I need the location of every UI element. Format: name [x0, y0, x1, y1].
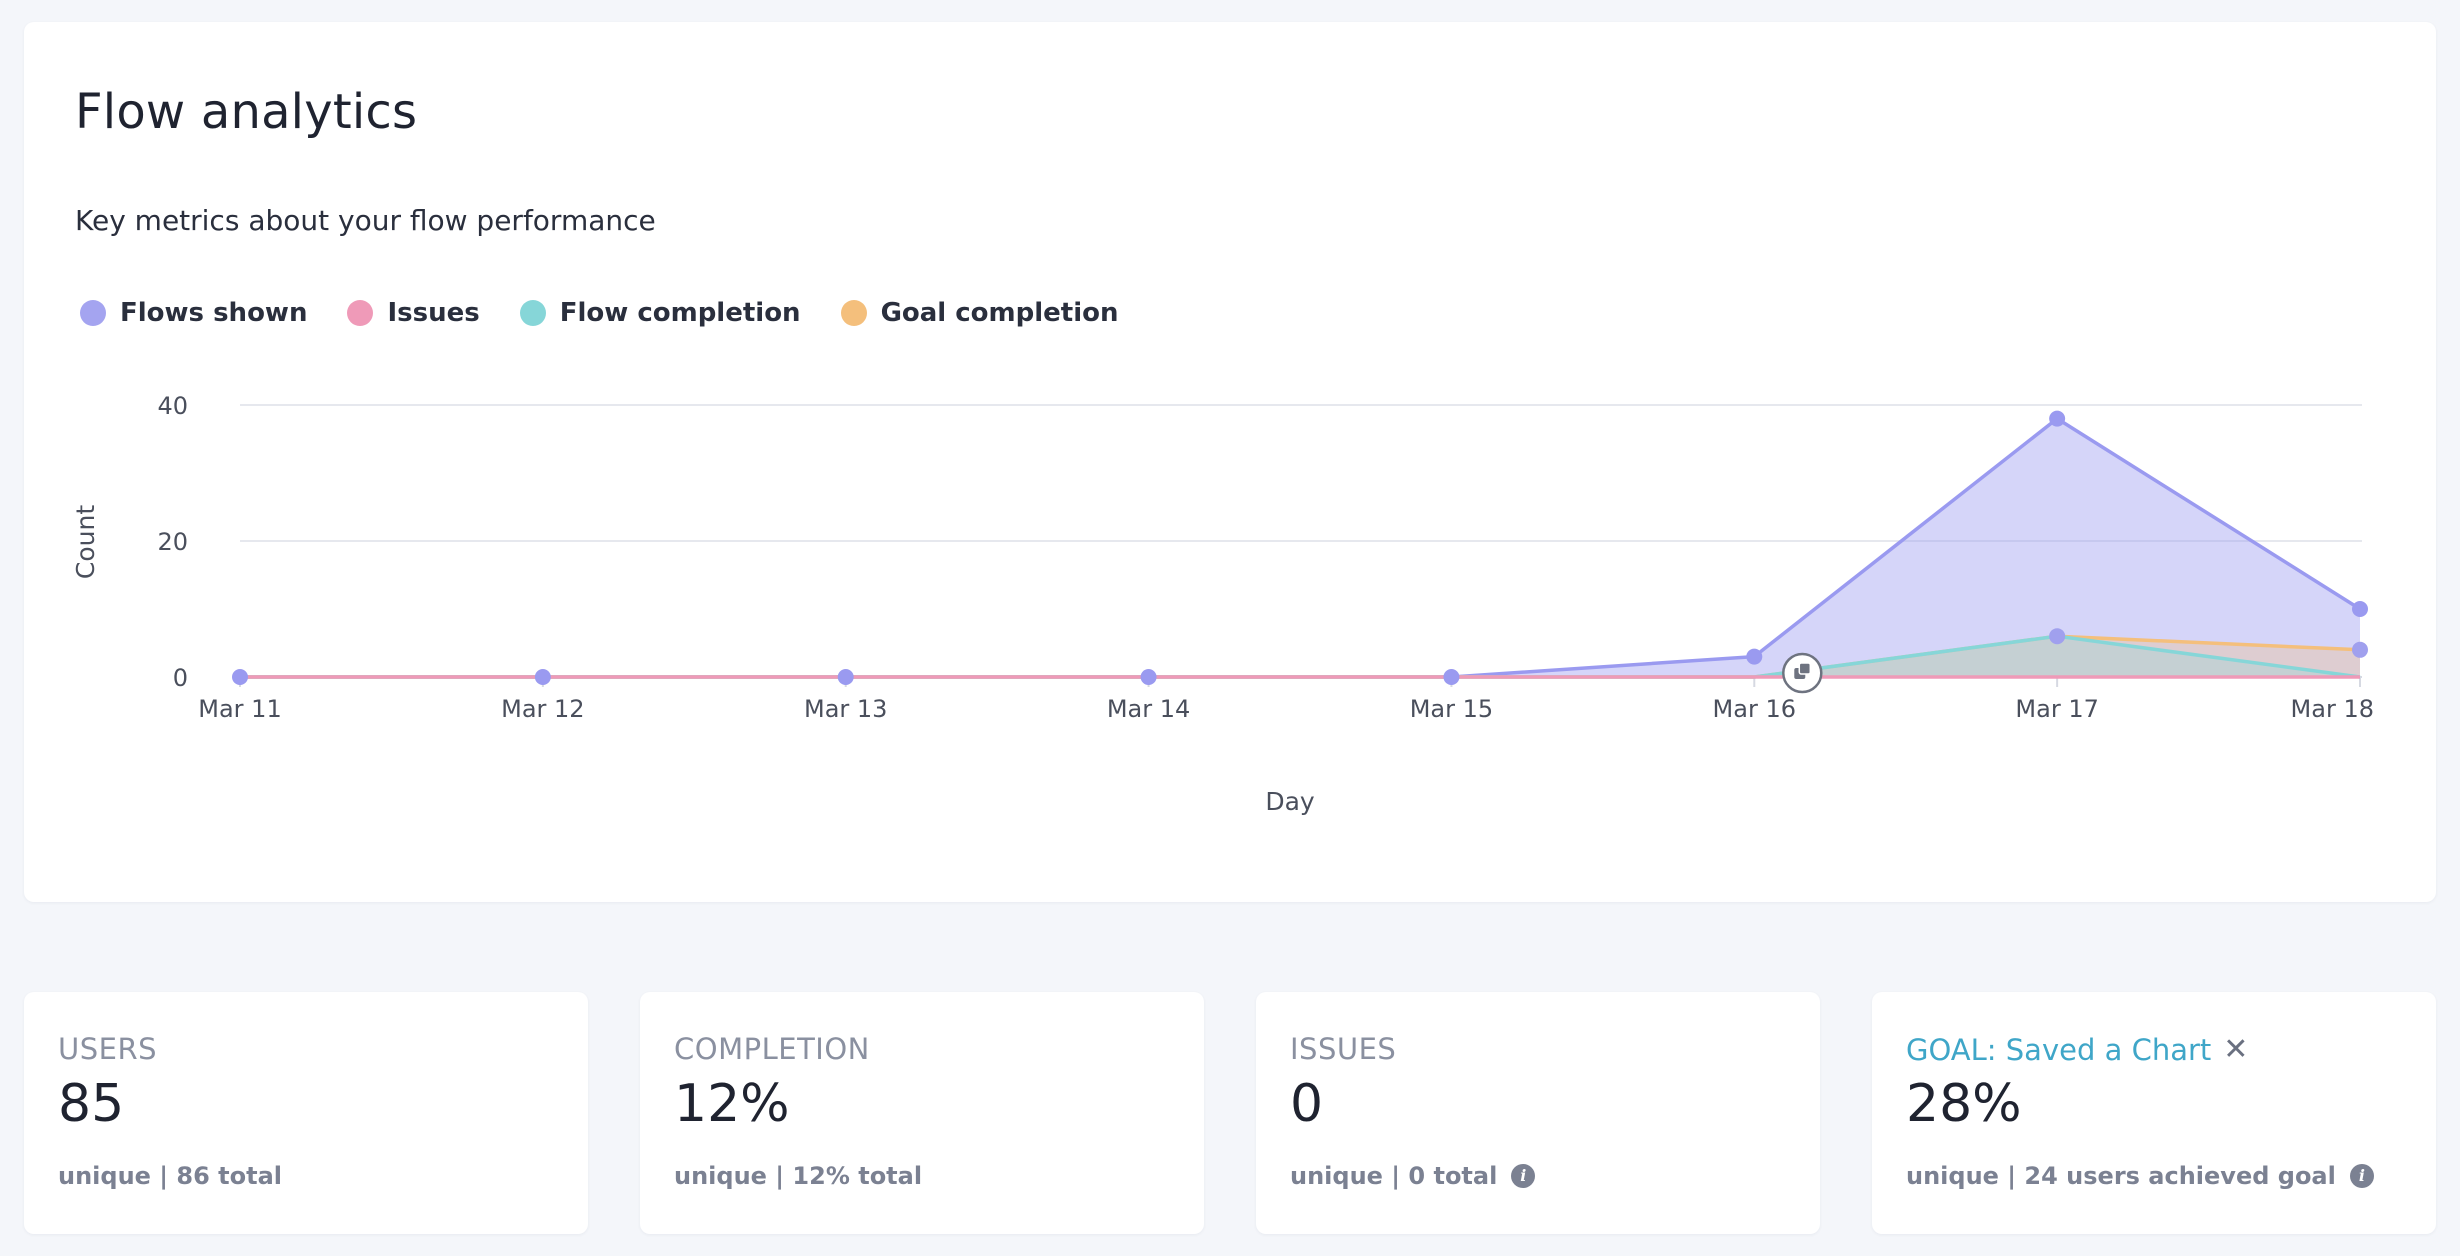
legend-swatch-issues — [347, 300, 374, 326]
info-icon[interactable]: i — [1511, 1164, 1536, 1188]
stat-foot-issues-text: unique | 0 total — [1290, 1162, 1498, 1190]
close-icon[interactable]: ✕ — [2223, 1032, 2249, 1067]
legend-label: Issues — [387, 298, 480, 328]
legend-item-goal-completion[interactable]: Goal completion — [840, 298, 1119, 328]
point-flows-shown — [534, 669, 551, 685]
x-tick-label: Mar 15 — [1410, 695, 1493, 723]
point-goal-completion — [2049, 628, 2066, 645]
legend-item-flows-shown[interactable]: Flows shown — [80, 298, 307, 328]
page-title: Flow analytics — [75, 84, 418, 140]
legend-swatch-flow-completion — [519, 300, 546, 326]
stat-foot-users: unique | 86 total — [58, 1162, 282, 1190]
legend-label: Flow completion — [559, 298, 801, 328]
legend-item-issues[interactable]: Issues — [347, 298, 480, 328]
stat-foot-completion-text: unique | 12% total — [674, 1162, 923, 1190]
stat-card-issues: ISSUES 0 unique | 0 total i — [1256, 992, 1820, 1234]
legend-swatch-goal-completion — [840, 300, 867, 326]
point-flows-shown — [1140, 669, 1157, 685]
info-icon[interactable]: i — [2349, 1164, 2374, 1188]
stat-label-issues: ISSUES — [1290, 1032, 1397, 1066]
legend-label: Goal completion — [880, 298, 1119, 328]
chart-legend: Flows shown Issues Flow completion Goal … — [80, 298, 1159, 328]
y-tick-label: 20 — [157, 528, 188, 556]
x-tick-label: Mar 16 — [1713, 695, 1796, 723]
stat-value-users: 85 — [58, 1074, 125, 1134]
point-flows-shown — [2049, 410, 2066, 427]
stat-value-issues: 0 — [1290, 1074, 1324, 1134]
stat-foot-issues: unique | 0 total i — [1290, 1162, 1536, 1190]
point-flows-shown — [837, 669, 854, 685]
stat-card-goal: GOAL: Saved a Chart ✕ 28% unique | 24 us… — [1872, 992, 2436, 1234]
stat-card-completion: COMPLETION 12% unique | 12% total — [640, 992, 1204, 1234]
x-tick-label: Mar 17 — [2015, 695, 2098, 723]
stat-label-users: USERS — [58, 1032, 158, 1066]
x-tick-label: Mar 13 — [804, 695, 887, 723]
legend-label: Flows shown — [120, 298, 308, 328]
area-flow-completion — [240, 636, 2360, 677]
page-subtitle: Key metrics about your flow performance — [75, 204, 656, 237]
stat-card-users: USERS 85 unique | 86 total — [24, 992, 588, 1234]
x-axis-title: Day — [1265, 787, 1315, 816]
point-flows-shown — [1746, 648, 1763, 665]
goal-link[interactable]: GOAL: Saved a Chart — [1906, 1032, 2212, 1067]
point-flows-shown — [2352, 601, 2368, 617]
y-tick-label: 40 — [157, 392, 188, 420]
x-tick-label: Mar 18 — [2291, 695, 2374, 723]
area-flows-shown — [240, 418, 2360, 677]
copy-icon-front — [1798, 662, 1812, 675]
legend-item-flow-completion[interactable]: Flow completion — [519, 298, 801, 328]
stat-foot-goal-text: unique | 24 users achieved goal — [1906, 1162, 2336, 1190]
x-tick-label: Mar 11 — [198, 695, 281, 723]
point-flows-shown — [1443, 669, 1460, 685]
x-tick-label: Mar 14 — [1107, 695, 1190, 723]
x-tick-label: Mar 12 — [501, 695, 584, 723]
stat-value-completion: 12% — [674, 1074, 790, 1134]
y-tick-label: 0 — [173, 664, 188, 692]
stat-foot-completion: unique | 12% total — [674, 1162, 922, 1190]
stat-foot-goal: unique | 24 users achieved goal i — [1906, 1162, 2374, 1190]
flow-analytics-card: Flow analytics Key metrics about your fl… — [24, 22, 2436, 902]
stat-foot-users-text: unique | 86 total — [58, 1162, 283, 1190]
stat-value-goal: 28% — [1906, 1074, 2022, 1134]
y-axis-title: Count — [71, 505, 100, 579]
stat-label-completion: COMPLETION — [674, 1032, 870, 1066]
legend-swatch-flows-shown — [80, 300, 106, 326]
stat-label-goal: GOAL: Saved a Chart ✕ — [1906, 1032, 2248, 1067]
point-flows-shown — [232, 669, 248, 685]
area-chart: 0 20 40 Mar 11 Mar 12 Mar 13 Mar 14 Mar 15 Mar 1… — [71, 392, 2374, 816]
point-goal-completion — [2352, 641, 2368, 658]
